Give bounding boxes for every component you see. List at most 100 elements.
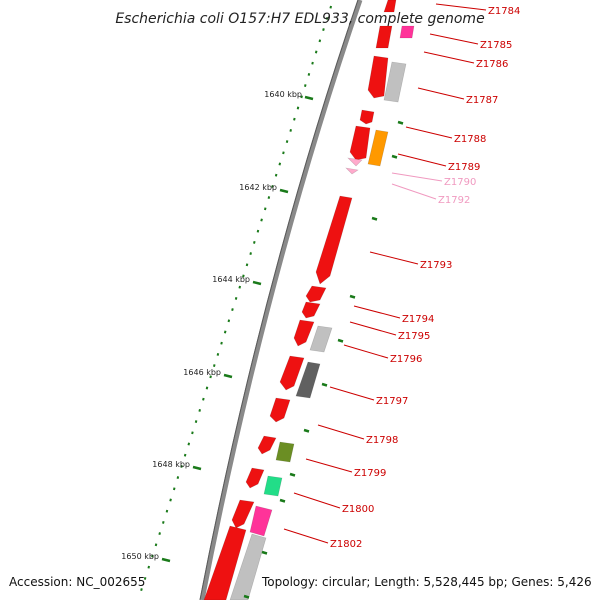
minor-tick [318, 39, 322, 43]
minor-tick [296, 106, 300, 110]
minor-tick [243, 594, 250, 599]
leader-line [391, 183, 437, 200]
cds-z1794 [305, 285, 327, 303]
kbp-tick [161, 557, 171, 563]
minor-tick [234, 296, 238, 300]
cds-z1785-a [375, 25, 393, 49]
cds-z1787 [383, 61, 407, 103]
cds-z1797-b [295, 361, 321, 399]
minor-tick [261, 550, 268, 555]
cds-z1799-b [275, 441, 295, 463]
minor-tick [183, 453, 187, 457]
kbp-tick [223, 373, 233, 379]
cds-z1803-a [203, 525, 247, 600]
cds-z1802-a [231, 499, 255, 529]
minor-tick [337, 338, 344, 343]
leader-line [343, 344, 389, 359]
minor-tick [253, 240, 256, 244]
cds-z1796-a [293, 319, 315, 347]
leader-line [405, 126, 453, 139]
cds-z1786 [367, 55, 389, 99]
cds-z1800-b [263, 475, 283, 497]
cds-z1785-b [399, 25, 415, 39]
minor-tick [271, 184, 274, 188]
minor-tick [307, 72, 311, 76]
backbone-arc [199, 0, 363, 600]
minor-tick [293, 117, 296, 121]
minor-tick [371, 216, 378, 221]
kbp-scale: 1640 kbp 1642 kbp 1644 kbp 1646 kbp 1648 kbp… [121, 90, 314, 563]
minor-tick [227, 319, 231, 323]
gene-label-z1794: Z1794 [402, 314, 434, 325]
minor-tick [311, 61, 314, 65]
kbp-label: 1640 kbp [264, 90, 302, 99]
minor-tick [321, 382, 328, 387]
minor-tick [151, 554, 154, 558]
map-title: Escherichia coli O157:H7 EDL933, complet… [115, 11, 484, 27]
minor-tick [391, 154, 398, 159]
minor-tick [278, 162, 282, 166]
kbp-label: 1642 kbp [239, 183, 277, 192]
minor-tick [172, 487, 176, 491]
cds-z1797-a [279, 355, 305, 391]
minor-tick [249, 252, 252, 256]
kbp-label: 1650 kbp [121, 552, 159, 561]
leader-line [391, 172, 443, 182]
minor-tick [143, 576, 147, 580]
minor-tick [300, 95, 303, 99]
minor-tick-track [140, 5, 333, 592]
cds-z1792 [345, 167, 359, 175]
minor-tick [216, 352, 220, 356]
topology-text: Topology: circular; Length: 5,528,445 bp… [262, 575, 592, 589]
accession-text: Accession: NC_002655 [9, 575, 146, 589]
minor-tick [212, 364, 216, 368]
minor-tick [245, 263, 249, 267]
minor-tick [162, 520, 165, 524]
minor-tick [147, 565, 151, 569]
minor-tick [140, 588, 143, 592]
gene-label-z1789: Z1789 [448, 162, 480, 173]
minor-tick [325, 16, 329, 20]
minor-tick [329, 5, 333, 9]
leader-line [283, 528, 329, 544]
minor-tick [223, 330, 227, 334]
minor-tick [260, 218, 263, 222]
minor-tick [169, 498, 172, 502]
gene-label-z1788: Z1788 [454, 134, 486, 145]
gene-label-z1786: Z1786 [476, 59, 508, 70]
gene-label-z1795: Z1795 [398, 331, 430, 342]
gene-label-z1792: Z1792 [438, 195, 470, 206]
gene-label-z1797: Z1797 [376, 396, 408, 407]
cds-z1788-b [349, 125, 371, 161]
leader-line [417, 87, 465, 100]
minor-tick [154, 543, 158, 547]
minor-tick [279, 498, 286, 503]
minor-tick [314, 50, 318, 54]
minor-tick [267, 196, 271, 200]
kbp-tick [192, 465, 202, 471]
minor-tick [282, 151, 285, 155]
leader-line [329, 386, 375, 401]
minor-tick [303, 84, 307, 88]
minor-tick [397, 120, 404, 125]
minor-tick [231, 308, 234, 312]
minor-tick [191, 431, 194, 435]
leader-line [429, 33, 479, 45]
minor-tick [176, 476, 180, 480]
minor-tick [349, 294, 356, 299]
cds-z1796-b [309, 325, 333, 353]
minor-tick [289, 128, 292, 132]
minor-tick [209, 375, 212, 379]
minor-tick [205, 386, 209, 390]
minor-tick [256, 229, 260, 233]
kbp-tick [304, 95, 314, 101]
gene-label-z1790: Z1790 [444, 177, 476, 188]
minor-tick [285, 140, 289, 144]
minor-tick [289, 472, 296, 477]
gene-leader-lines [283, 3, 487, 544]
gene-label-z1796: Z1796 [390, 354, 422, 365]
minor-tick [198, 408, 201, 412]
kbp-tick [279, 188, 289, 194]
kbp-tick [252, 280, 262, 286]
